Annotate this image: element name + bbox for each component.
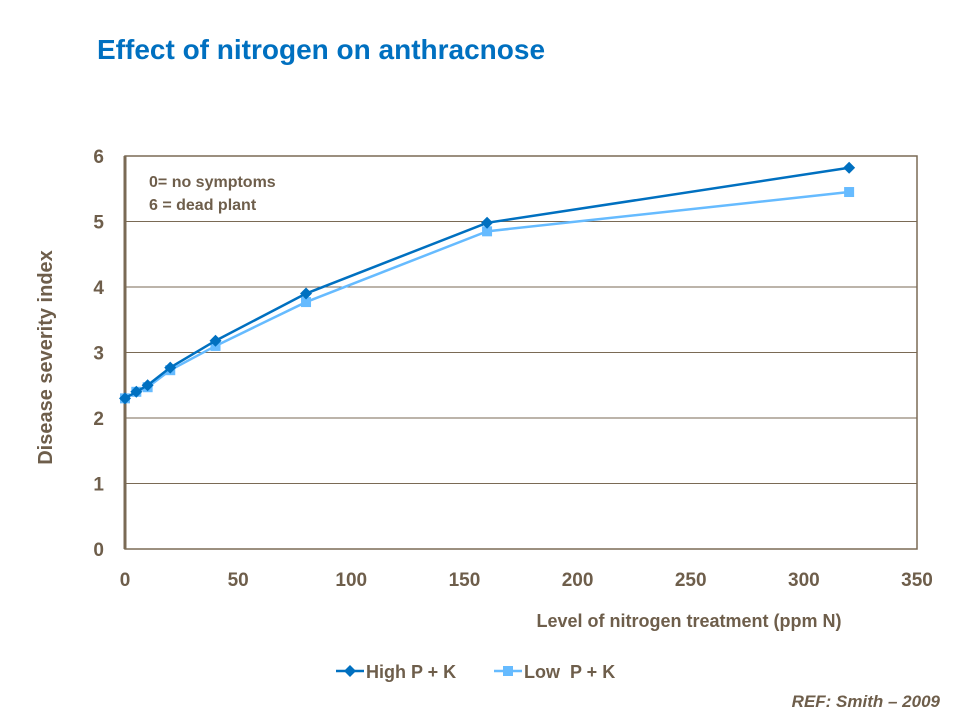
x-tick-label: 150 [449, 570, 481, 591]
y-tick-label: 2 [93, 409, 104, 430]
data-point [209, 334, 222, 347]
data-point [301, 297, 312, 308]
x-tick-label: 200 [562, 570, 594, 591]
chart-title: Effect of nitrogen on anthracnose [97, 34, 546, 65]
annotation: 6 = dead plant [149, 197, 257, 214]
legend-marker [503, 666, 513, 676]
data-point [119, 392, 131, 405]
x-tick-label: 0 [120, 570, 131, 591]
data-point [141, 379, 154, 392]
y-tick-label: 1 [93, 475, 104, 496]
data-point [844, 187, 855, 198]
data-point [164, 361, 177, 374]
x-tick-label: 50 [228, 570, 249, 591]
y-axis-label: Disease severity index [35, 250, 57, 465]
y-tick-label: 4 [93, 278, 104, 299]
legend-label: High P + K [366, 662, 456, 682]
data-point [300, 287, 313, 300]
x-tick-label: 350 [901, 570, 933, 591]
reference-note: REF: Smith – 2009 [791, 692, 940, 711]
y-tick-label: 6 [93, 147, 104, 168]
data-point [130, 385, 143, 398]
legend-marker [344, 665, 356, 677]
data-point [482, 226, 493, 237]
legend-label: Low P + K [524, 662, 615, 682]
y-tick-label: 5 [93, 213, 104, 234]
x-tick-label: 300 [788, 570, 820, 591]
y-tick-label: 0 [93, 540, 104, 561]
data-point [481, 216, 494, 229]
x-axis-label: Level of nitrogen treatment (ppm N) [536, 611, 841, 631]
x-tick-label: 100 [335, 570, 367, 591]
x-tick-label: 250 [675, 570, 707, 591]
data-point [843, 161, 856, 174]
y-tick-label: 3 [93, 344, 104, 365]
annotation: 0= no symptoms [149, 174, 276, 191]
